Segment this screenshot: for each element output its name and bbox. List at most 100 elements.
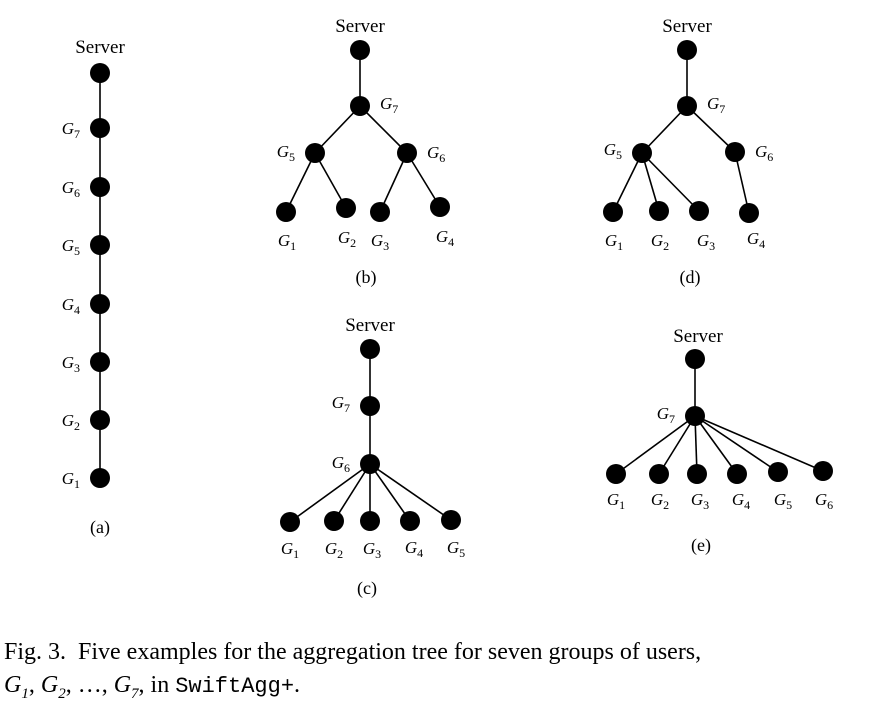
panel-d-edge-7-6	[686, 105, 736, 153]
group-symbol: G	[278, 231, 290, 250]
panel-b-group-1-label: G1	[278, 231, 296, 253]
group-subscript: 4	[417, 546, 423, 560]
panel-e-group-7-label: G7	[657, 404, 675, 426]
panel-a-group-3-label: G3	[62, 353, 80, 375]
panel-b-group-4-node	[430, 197, 450, 217]
panel-c-group-3-node	[360, 511, 380, 531]
panel-d-group-5-label: G5	[604, 140, 622, 162]
panel-a-group-1-node	[90, 468, 110, 488]
caption-g1: G1	[4, 672, 29, 702]
group-symbol: G	[651, 490, 663, 509]
group-subscript: 7	[344, 401, 350, 415]
group-subscript: 2	[663, 239, 669, 253]
panel-b-edge-6-3	[379, 152, 408, 213]
panel-c-edge-6-1	[289, 463, 371, 523]
panel-e-edge-7-4	[694, 415, 738, 475]
panel-d-server-node	[677, 40, 697, 60]
group-symbol: G	[405, 538, 417, 557]
panel-d-server-label: Server	[662, 16, 712, 37]
panel-b-group-3-label: G3	[371, 231, 389, 253]
panel-d-group-1-node	[603, 202, 623, 222]
group-symbol: G	[707, 94, 719, 113]
panel-a-group-2-label: G2	[62, 411, 80, 433]
group-subscript: 5	[786, 498, 792, 512]
panel-d-group-6-label: G6	[755, 142, 773, 164]
panel-c-caption: (c)	[357, 578, 377, 599]
group-subscript: 2	[74, 419, 80, 433]
group-symbol: G	[657, 404, 669, 423]
panel-b-edge-7-5	[314, 105, 361, 154]
panel-b-group-4-label: G4	[436, 227, 454, 249]
group-symbol: G	[732, 490, 744, 509]
caption-text: Five examples for the aggregation tree f…	[78, 639, 702, 665]
group-subscript: 6	[439, 151, 445, 165]
panel-d-edge-6-4	[734, 151, 750, 214]
panel-b-group-6-node	[397, 143, 417, 163]
panel-d-group-2-label: G2	[651, 231, 669, 253]
group-symbol: G	[325, 539, 337, 558]
panel-d-group-5-node	[632, 143, 652, 163]
panel-b-edge-6-4	[406, 152, 441, 208]
panel-a-group-2-node	[90, 410, 110, 430]
caption-in: in	[150, 672, 170, 698]
group-subscript: 1	[617, 239, 623, 253]
panel-e-group-6-label: G6	[815, 490, 833, 512]
group-symbol: G	[363, 539, 375, 558]
group-subscript: 7	[392, 102, 398, 116]
group-subscript: 5	[289, 150, 295, 164]
group-subscript: 3	[383, 239, 389, 253]
panel-e-server-label: Server	[673, 326, 723, 347]
panel-a-group-7-node	[90, 118, 110, 138]
group-symbol: G	[697, 231, 709, 250]
group-subscript: 7	[669, 412, 675, 426]
panel-d-edge-5-3	[641, 152, 700, 212]
panel-c-group-6-node	[360, 454, 380, 474]
panel-b-group-6-label: G6	[427, 143, 445, 165]
panel-a-group-6-node	[90, 177, 110, 197]
group-symbol: G	[380, 94, 392, 113]
panel-c-group-5-node	[441, 510, 461, 530]
panel-c-server-label: Server	[345, 315, 395, 336]
panel-d-group-2-node	[649, 201, 669, 221]
group-subscript: 3	[703, 498, 709, 512]
panel-e-group-1-node	[606, 464, 626, 484]
panel-e-group-6-node	[813, 461, 833, 481]
panel-a-server-label: Server	[75, 37, 125, 58]
panel-d-group-7-node	[677, 96, 697, 116]
panel-d-edge-5-2	[641, 152, 660, 212]
panel-c-group-6-label: G6	[332, 453, 350, 475]
group-symbol: G	[755, 142, 767, 161]
panel-d-edge-7-5	[641, 105, 688, 154]
panel-a-caption: (a)	[90, 517, 110, 538]
group-symbol: G	[62, 178, 74, 197]
panel-b-edge-7-6	[359, 105, 408, 154]
group-subscript: 2	[350, 236, 356, 250]
panel-e-group-7-node	[685, 406, 705, 426]
panel-e-edge-7-6	[694, 415, 824, 472]
panel-d-group-4-label: G4	[747, 229, 765, 251]
panel-b-group-3-node	[370, 202, 390, 222]
caption-g7-symbol: G	[113, 672, 132, 698]
panel-d-group-7-label: G7	[707, 94, 725, 116]
group-subscript: 6	[344, 461, 350, 475]
caption-g1-symbol: G	[4, 672, 22, 698]
caption-ellipsis: …	[77, 672, 102, 698]
panel-c-server-node	[360, 339, 380, 359]
group-subscript: 5	[616, 148, 622, 162]
group-symbol: G	[605, 231, 617, 250]
panel-c-group-1-node	[280, 512, 300, 532]
group-symbol: G	[277, 142, 289, 161]
caption-period: .	[294, 672, 301, 698]
group-symbol: G	[651, 231, 663, 250]
panel-c-group-7-label: G7	[332, 393, 350, 415]
group-subscript: 3	[709, 239, 715, 253]
group-symbol: G	[62, 353, 74, 372]
panel-c-edge-6-2	[333, 463, 371, 522]
group-symbol: G	[62, 236, 74, 255]
panel-b-group-7-node	[350, 96, 370, 116]
group-subscript: 6	[767, 150, 773, 164]
group-subscript: 2	[337, 547, 343, 561]
group-subscript: 4	[448, 235, 454, 249]
panel-e-group-3-node	[687, 464, 707, 484]
